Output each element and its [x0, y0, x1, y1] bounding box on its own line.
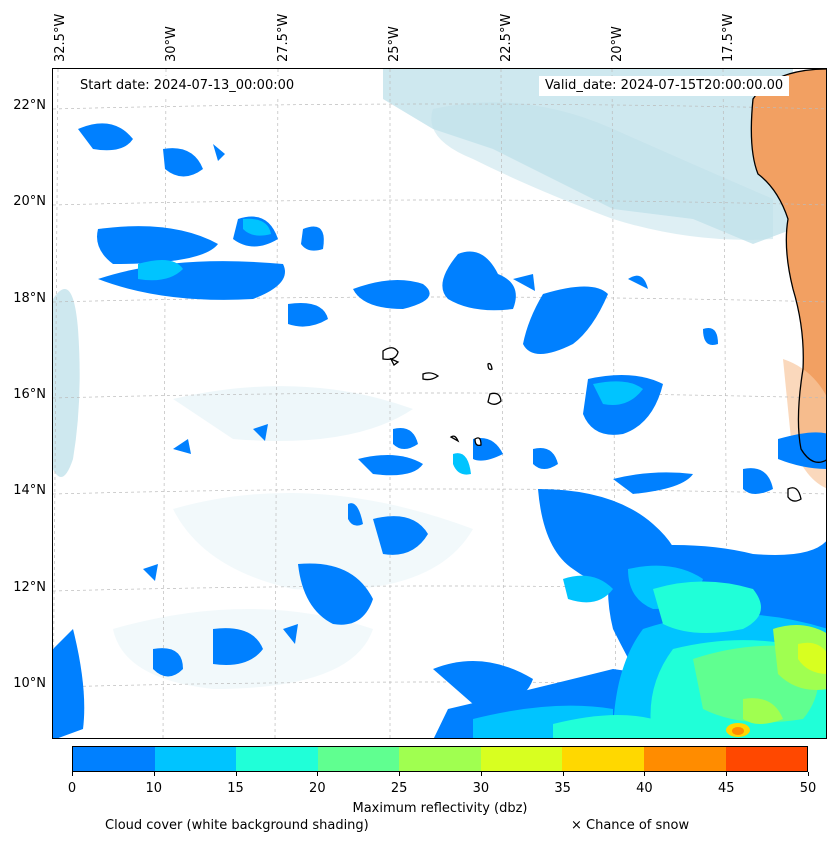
colorbar-tick-mark	[480, 772, 482, 776]
map-canvas	[53, 69, 826, 738]
snow-note: × Chance of snow	[571, 818, 690, 833]
colorbar-segment-8	[725, 747, 808, 771]
reflectivity-30-35	[798, 642, 826, 674]
colorbar-tick-mark	[644, 772, 646, 776]
colorbar-segment-0	[73, 747, 155, 771]
reflectivity-40-45	[732, 727, 744, 735]
colorbar-tick-mark	[562, 772, 564, 776]
lon-label-30w: 30°W	[164, 26, 179, 62]
lat-label-16n: 16°N	[13, 387, 46, 402]
colorbar-tick-mark	[153, 772, 155, 776]
colorbar-tick-label: 35	[554, 781, 571, 796]
colorbar-tick-mark	[72, 772, 73, 776]
colorbar-tick-mark	[317, 772, 319, 776]
coastline	[382, 69, 826, 502]
colorbar-tick-label: 0	[67, 781, 77, 796]
colorbar-segment-5	[480, 747, 563, 771]
colorbar-tick-label: 20	[309, 781, 326, 796]
colorbar-tick-label: 15	[227, 781, 244, 796]
lat-label-12n: 12°N	[13, 580, 46, 595]
lat-label-20n: 20°N	[13, 194, 46, 209]
colorbar-tick-label: 30	[472, 781, 490, 796]
colorbar-segment-4	[399, 747, 481, 771]
lon-label-17-5w: 17.5°W	[721, 13, 736, 62]
start-date-label: Start date: 2024-07-13_00:00:00	[74, 76, 301, 96]
colorbar-tick-label: 25	[390, 781, 408, 796]
colorbar-segment-7	[643, 747, 726, 771]
colorbar-tick-label: 45	[717, 781, 735, 796]
lat-label-10n: 10°N	[13, 676, 46, 691]
colorbar-segment-6	[562, 747, 644, 771]
lat-label-18n: 18°N	[13, 291, 46, 306]
colorbar-tick-label: 50	[799, 781, 817, 796]
reflectivity-map	[52, 68, 827, 739]
valid-date-label: Valid_date: 2024-07-15T20:00:00.00	[539, 76, 790, 96]
colorbar-segment-2	[236, 747, 318, 771]
lon-label-25w: 25°W	[387, 26, 402, 62]
colorbar-segment-3	[317, 747, 400, 771]
lon-label-27-5w: 27.5°W	[276, 13, 291, 62]
colorbar-tick-label: 40	[636, 781, 653, 796]
colorbar-tick-mark	[808, 772, 809, 776]
lon-label-32-5w: 32.5°W	[53, 13, 68, 62]
colorbar-tick-mark	[399, 772, 401, 776]
lon-label-20w: 20°W	[610, 26, 625, 62]
cloud-cover-note: Cloud cover (white background shading)	[105, 818, 369, 833]
lat-label-14n: 14°N	[13, 483, 46, 498]
colorbar-label: Maximum reflectivity (dbz)	[352, 801, 528, 816]
colorbar-tick-mark	[726, 772, 728, 776]
reflectivity-colorbar	[72, 746, 808, 772]
colorbar-segment-1	[154, 747, 237, 771]
lon-label-22-5w: 22.5°W	[499, 13, 514, 62]
colorbar-tick-label: 10	[145, 781, 163, 796]
lat-label-22n: 22°N	[13, 98, 46, 113]
colorbar-tick-mark	[235, 772, 237, 776]
